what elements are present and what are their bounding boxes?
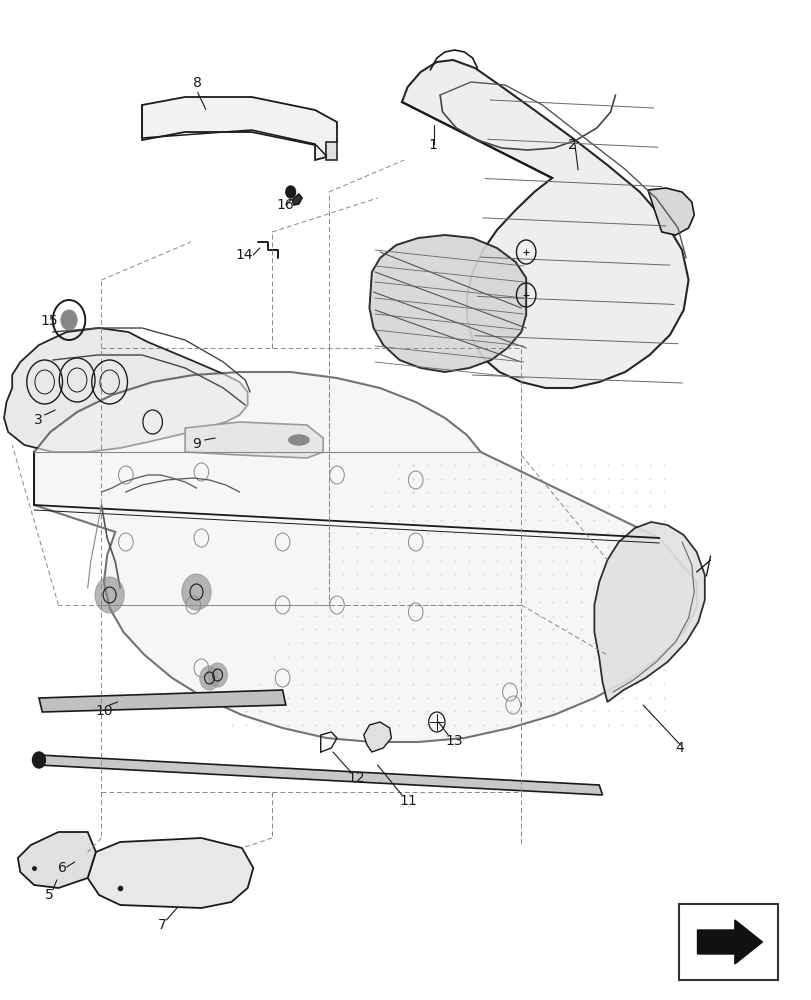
Text: 11: 11 xyxy=(399,794,417,808)
Text: 15: 15 xyxy=(41,314,58,328)
Text: 10: 10 xyxy=(96,704,114,718)
Text: 8: 8 xyxy=(193,76,202,90)
Text: 9: 9 xyxy=(192,437,201,451)
Text: 12: 12 xyxy=(347,771,365,785)
Text: 7: 7 xyxy=(158,918,167,932)
Text: 1: 1 xyxy=(428,138,437,152)
Polygon shape xyxy=(326,142,337,160)
Circle shape xyxy=(285,186,295,198)
Text: 13: 13 xyxy=(444,734,462,748)
Text: 14: 14 xyxy=(235,248,253,262)
Polygon shape xyxy=(34,372,696,742)
Polygon shape xyxy=(594,522,704,702)
Polygon shape xyxy=(292,194,302,205)
Text: 3: 3 xyxy=(34,413,43,427)
Text: 5: 5 xyxy=(45,888,54,902)
Polygon shape xyxy=(401,60,688,388)
Circle shape xyxy=(61,310,77,330)
Text: 16: 16 xyxy=(276,198,294,212)
Polygon shape xyxy=(88,838,253,908)
Polygon shape xyxy=(363,722,391,752)
FancyBboxPatch shape xyxy=(678,904,777,980)
Circle shape xyxy=(182,574,211,610)
Polygon shape xyxy=(369,235,526,372)
Polygon shape xyxy=(142,97,337,160)
Polygon shape xyxy=(647,188,693,235)
Polygon shape xyxy=(185,422,323,458)
Circle shape xyxy=(32,752,45,768)
Text: 4: 4 xyxy=(675,741,684,755)
Polygon shape xyxy=(39,690,285,712)
Polygon shape xyxy=(18,832,96,888)
Text: 6: 6 xyxy=(58,861,67,875)
Circle shape xyxy=(208,663,227,687)
Polygon shape xyxy=(4,328,247,452)
Polygon shape xyxy=(39,755,602,795)
Circle shape xyxy=(95,577,124,613)
Ellipse shape xyxy=(289,435,308,445)
Text: 2: 2 xyxy=(568,138,577,152)
Circle shape xyxy=(200,666,219,690)
Polygon shape xyxy=(697,920,762,964)
